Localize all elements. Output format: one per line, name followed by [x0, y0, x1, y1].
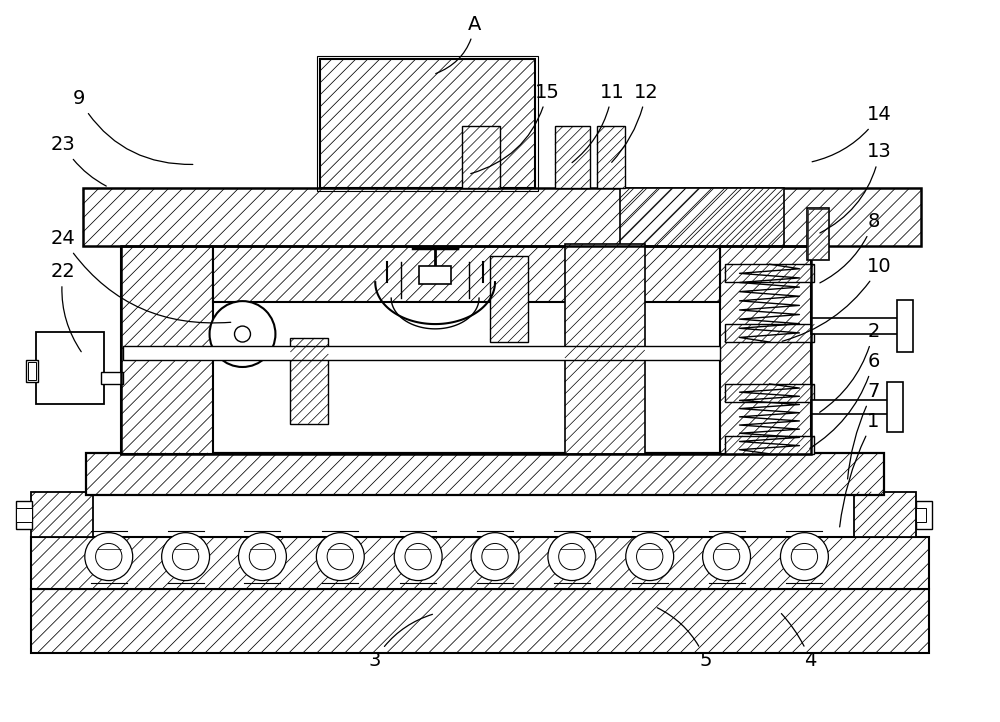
Circle shape [316, 533, 364, 580]
Bar [811, 318, 901, 334]
Bar [16, 508, 32, 522]
Bar [419, 266, 451, 284]
Bar [31, 588, 929, 653]
Bar [31, 492, 93, 536]
Circle shape [548, 533, 596, 580]
Bar [123, 346, 720, 360]
Text: 15: 15 [471, 82, 560, 173]
Bar [916, 501, 932, 529]
Text: 23: 23 [51, 136, 106, 186]
Text: A: A [436, 14, 481, 74]
Circle shape [327, 544, 353, 570]
Bar [317, 56, 538, 191]
Bar [555, 126, 590, 188]
Bar [597, 126, 625, 188]
Text: 9: 9 [73, 90, 193, 165]
Circle shape [239, 533, 286, 580]
Bar [808, 209, 828, 259]
Bar [86, 453, 884, 495]
Circle shape [471, 533, 519, 580]
Bar [101, 372, 123, 384]
Bar [462, 126, 500, 188]
Circle shape [780, 533, 828, 580]
Text: 24: 24 [51, 229, 231, 323]
Text: 2: 2 [820, 322, 880, 412]
Bar [290, 338, 328, 424]
Circle shape [249, 544, 276, 570]
Bar [36, 332, 104, 404]
Bar [26, 360, 38, 382]
Bar [725, 384, 814, 402]
Bar [16, 501, 32, 529]
Bar [31, 536, 929, 588]
Circle shape [235, 326, 250, 342]
Text: 5: 5 [657, 608, 712, 671]
Circle shape [637, 544, 663, 570]
Text: 3: 3 [368, 614, 432, 671]
Circle shape [626, 533, 674, 580]
Bar [897, 300, 913, 352]
Bar [916, 508, 926, 522]
Bar [725, 436, 814, 454]
Text: 22: 22 [51, 262, 81, 352]
Text: 1: 1 [840, 412, 880, 527]
Bar [320, 58, 535, 188]
Text: 6: 6 [810, 352, 880, 448]
Circle shape [172, 544, 199, 570]
Circle shape [394, 533, 442, 580]
Bar [28, 362, 36, 380]
Text: 13: 13 [820, 142, 892, 233]
Bar [565, 244, 645, 454]
Text: 7: 7 [848, 382, 880, 479]
Circle shape [559, 544, 585, 570]
Circle shape [713, 544, 740, 570]
Bar [811, 400, 891, 414]
Bar [854, 492, 916, 536]
Bar [213, 246, 720, 302]
Text: 14: 14 [812, 105, 892, 162]
Circle shape [210, 301, 275, 367]
Bar [725, 264, 814, 282]
Circle shape [96, 544, 122, 570]
Bar [720, 246, 811, 454]
Text: 4: 4 [781, 614, 817, 671]
Bar [490, 256, 528, 342]
Bar [887, 382, 903, 432]
Text: 11: 11 [572, 82, 625, 162]
Circle shape [405, 544, 431, 570]
Bar [121, 246, 811, 454]
Text: 8: 8 [820, 212, 880, 283]
Circle shape [162, 533, 210, 580]
Text: 12: 12 [612, 82, 658, 162]
Bar [620, 188, 784, 246]
Bar [807, 208, 829, 260]
Bar [83, 188, 921, 246]
Circle shape [482, 544, 508, 570]
Bar [121, 246, 213, 454]
Text: 10: 10 [782, 257, 892, 342]
Bar [725, 324, 814, 342]
Circle shape [703, 533, 751, 580]
Circle shape [85, 533, 133, 580]
Circle shape [791, 544, 818, 570]
